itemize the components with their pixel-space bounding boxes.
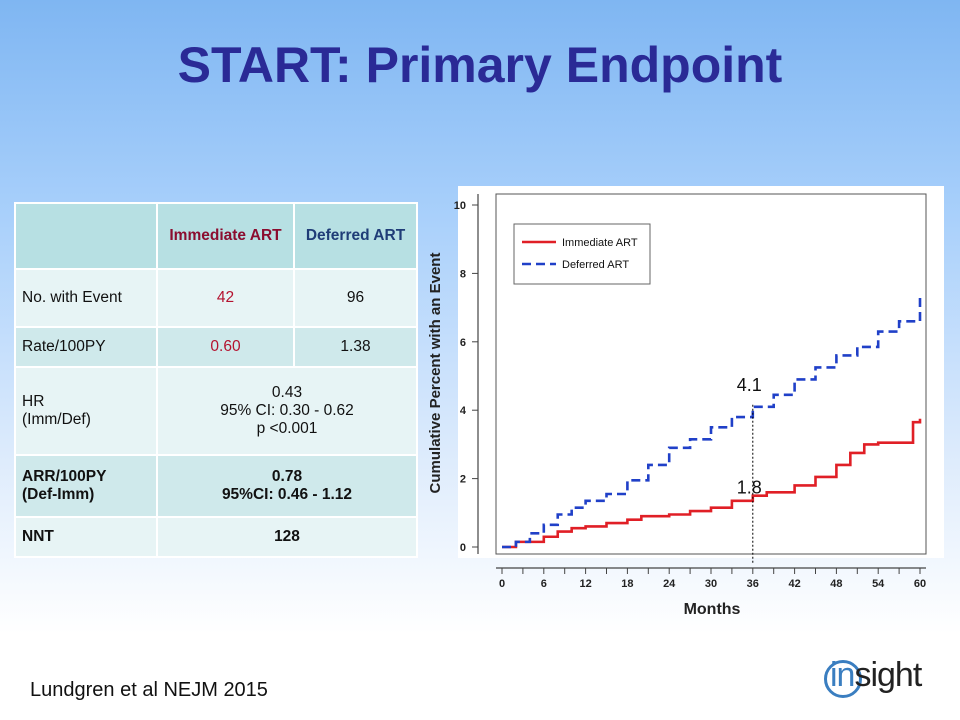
rate-immediate: 0.60 [156,326,295,368]
y-tick-label: 8 [460,268,466,280]
x-axis-title: Months [684,601,741,618]
table-row-events: No. with Event 42 96 [14,268,418,328]
annotation-immediate-value: 1.8 [737,477,762,497]
series-deferred-line [502,293,922,549]
logo-prefix: in [830,656,855,694]
plot-frame [495,193,927,555]
x-tick-label: 36 [747,578,759,590]
annotation-deferred-value: 4.1 [737,375,762,395]
row-label-hr: HR (Imm/Def) [14,366,158,456]
arr-values: 0.78 95%CI: 0.46 - 1.12 [156,454,418,518]
x-tick-label: 42 [788,578,800,590]
table-header-row: Immediate ART Deferred ART [14,202,418,270]
row-label-arr: ARR/100PY (Def-Imm) [14,454,158,518]
insight-logo: insight [822,656,932,700]
row-label-events: No. with Event [14,268,158,328]
x-tick-label: 18 [621,578,633,590]
x-tick-label: 0 [499,578,505,590]
table-row-hr: HR (Imm/Def) 0.43 95% CI: 0.30 - 0.62 p … [14,366,418,456]
header-deferred-art: Deferred ART [293,202,418,270]
logo-ring-icon [824,660,862,698]
legend-box [513,223,651,285]
legend-label: Deferred ART [562,259,629,271]
y-tick-label: 6 [460,337,466,349]
x-tick-label: 6 [541,578,547,590]
results-table: Immediate ART Deferred ART No. with Even… [14,202,418,558]
y-tick-label: 4 [460,405,467,417]
x-tick-label: 48 [830,578,842,590]
y-tick-label: 2 [460,474,466,486]
x-tick-label: 54 [872,578,885,590]
table-row-rate: Rate/100PY 0.60 1.38 [14,326,418,368]
events-deferred: 96 [293,268,418,328]
hr-value: 0.43 [271,384,303,401]
table-header-blank [14,202,158,270]
y-tick-label: 0 [460,542,466,554]
x-tick-label: 60 [914,578,926,590]
row-label-arr-text: ARR/100PY (Def-Imm) [22,468,107,503]
logo-suffix: sight [854,656,922,694]
x-tick-label: 24 [663,578,676,590]
table-row-arr: ARR/100PY (Def-Imm) 0.78 95%CI: 0.46 - 1… [14,454,418,518]
y-tick-label: 10 [454,200,466,212]
x-tick-label: 12 [579,578,591,590]
y-axis-title: Cumulative Percent with an Event [427,253,444,494]
legend-label: Immediate ART [562,237,638,249]
rate-deferred: 1.38 [293,326,418,368]
hr-values: 0.43 95% CI: 0.30 - 0.62 p <0.001 [156,366,418,456]
row-label-hr-text: HR (Imm/Def) [22,393,91,428]
series-immediate-line [502,418,922,549]
header-immediate-art: Immediate ART [156,202,295,270]
row-label-nnt: NNT [14,516,158,558]
events-immediate: 42 [156,268,295,328]
nnt-value: 128 [156,516,418,558]
x-tick-label: 30 [705,578,717,590]
row-label-rate: Rate/100PY [14,326,158,368]
arr-ci: 95%CI: 0.46 - 1.12 [221,486,353,503]
hr-p-value: p <0.001 [256,420,318,437]
citation: Lundgren et al NEJM 2015 [30,679,268,701]
arr-value: 0.78 [271,468,303,485]
logo-text: insight [830,656,922,695]
hr-ci: 95% CI: 0.30 - 0.62 [220,402,354,419]
page-title: START: Primary Endpoint [177,37,783,93]
table-row-nnt: NNT 128 [14,516,418,558]
